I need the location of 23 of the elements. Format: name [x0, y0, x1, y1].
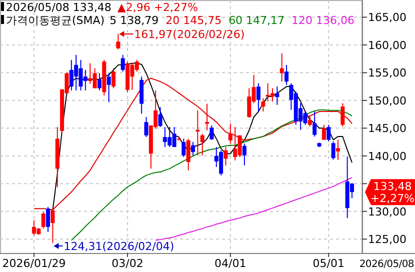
x-tick-label: 05/01: [312, 257, 344, 270]
y-tick-label: 145,00: [368, 122, 406, 136]
y-tick-label: 130,00: [368, 205, 406, 218]
x-tick-label: 04/01: [214, 257, 246, 270]
text: 2026/05/08: [359, 259, 414, 270]
text: 20 145,75: [166, 14, 222, 27]
y-tick-label: 125,00: [368, 233, 406, 246]
text: 가격이동평균(SMA): [6, 14, 105, 27]
line-series: [155, 177, 352, 241]
annotation: 124,31(2026/02/04): [64, 240, 174, 253]
text: 60 147,17: [228, 14, 285, 27]
annotation: 161,97(2026/02/26): [134, 28, 245, 42]
y-tick-label: 160,00: [368, 38, 406, 52]
y-tick-label: 155,00: [368, 66, 406, 80]
y-tick-label: 140,00: [368, 150, 406, 163]
annotation: ▲2,96 +2,27%: [117, 1, 198, 14]
x-tick-label: 03/02: [112, 257, 144, 270]
x-tick-label: 2026/01/29: [2, 257, 66, 270]
text: 5 138,79: [110, 14, 159, 27]
chart-title: 2026/05/08 133,48: [6, 1, 112, 14]
y-tick-label: 150,00: [368, 94, 406, 108]
y-tick-label: 165,00: [368, 11, 406, 24]
text: 120 136,06: [292, 14, 355, 27]
